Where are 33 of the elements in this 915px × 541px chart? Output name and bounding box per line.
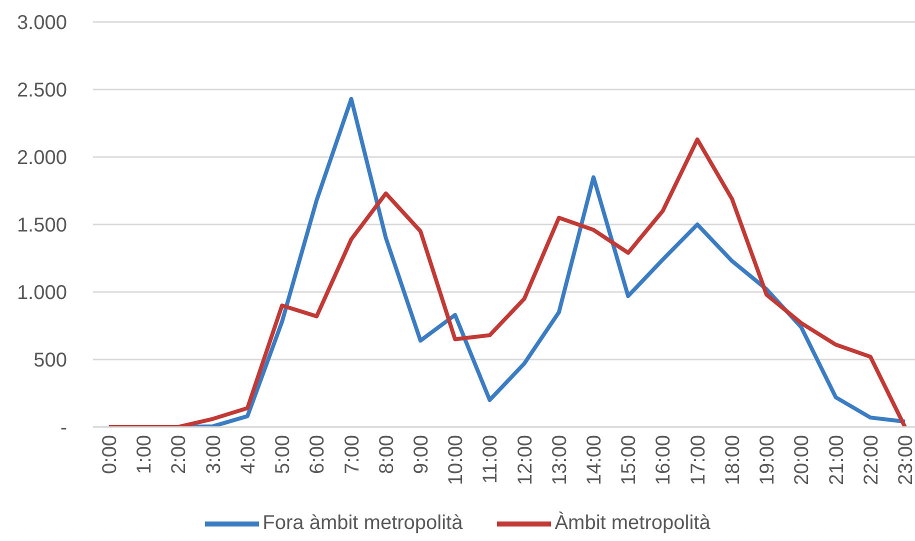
x-tick-label: 13:00 [548,435,571,486]
y-tick-label: 500 [34,350,67,372]
x-tick-label: 9:00 [410,435,432,474]
x-tick-label: 5:00 [272,435,294,474]
x-tick-label: 10:00 [445,435,468,486]
y-tick-label: 2.000 [16,147,67,170]
x-tick-label: 4:00 [237,435,260,474]
x-tick-label: 11:00 [480,435,502,484]
y-tick-label: 3.000 [16,12,67,34]
y-tick-label: 1.000 [16,282,67,304]
x-tick-label: 14:00 [584,435,606,486]
y-tick-label: 1.500 [16,214,67,237]
x-tick-label: 21:00 [826,435,848,486]
x-tick-label: 18:00 [722,435,744,486]
y-tick-label: 2.500 [16,80,67,102]
x-tick-label: 23:00 [895,435,915,486]
x-tick-label: 15:00 [618,435,640,486]
x-tick-label: 0:00 [99,435,121,474]
x-tick-label: 7:00 [341,435,364,474]
x-tick-label: 19:00 [756,435,779,486]
x-tick-label: 8:00 [376,435,398,474]
x-tick-label: 20:00 [791,435,814,486]
legend-label: Fora àmbit metropolità [262,512,463,535]
y-tick-label: - [60,417,67,440]
x-tick-label: 6:00 [306,435,329,474]
x-tick-label: 12:00 [514,435,536,486]
x-tick-label: 22:00 [860,435,882,486]
x-tick-label: 1:00 [134,435,156,474]
x-tick-label: 17:00 [687,435,710,486]
x-tick-label: 16:00 [652,435,675,486]
legend-label: Àmbit metropolità [554,512,710,535]
x-tick-label: 3:00 [202,435,225,474]
x-tick-label: 2:00 [168,435,190,474]
